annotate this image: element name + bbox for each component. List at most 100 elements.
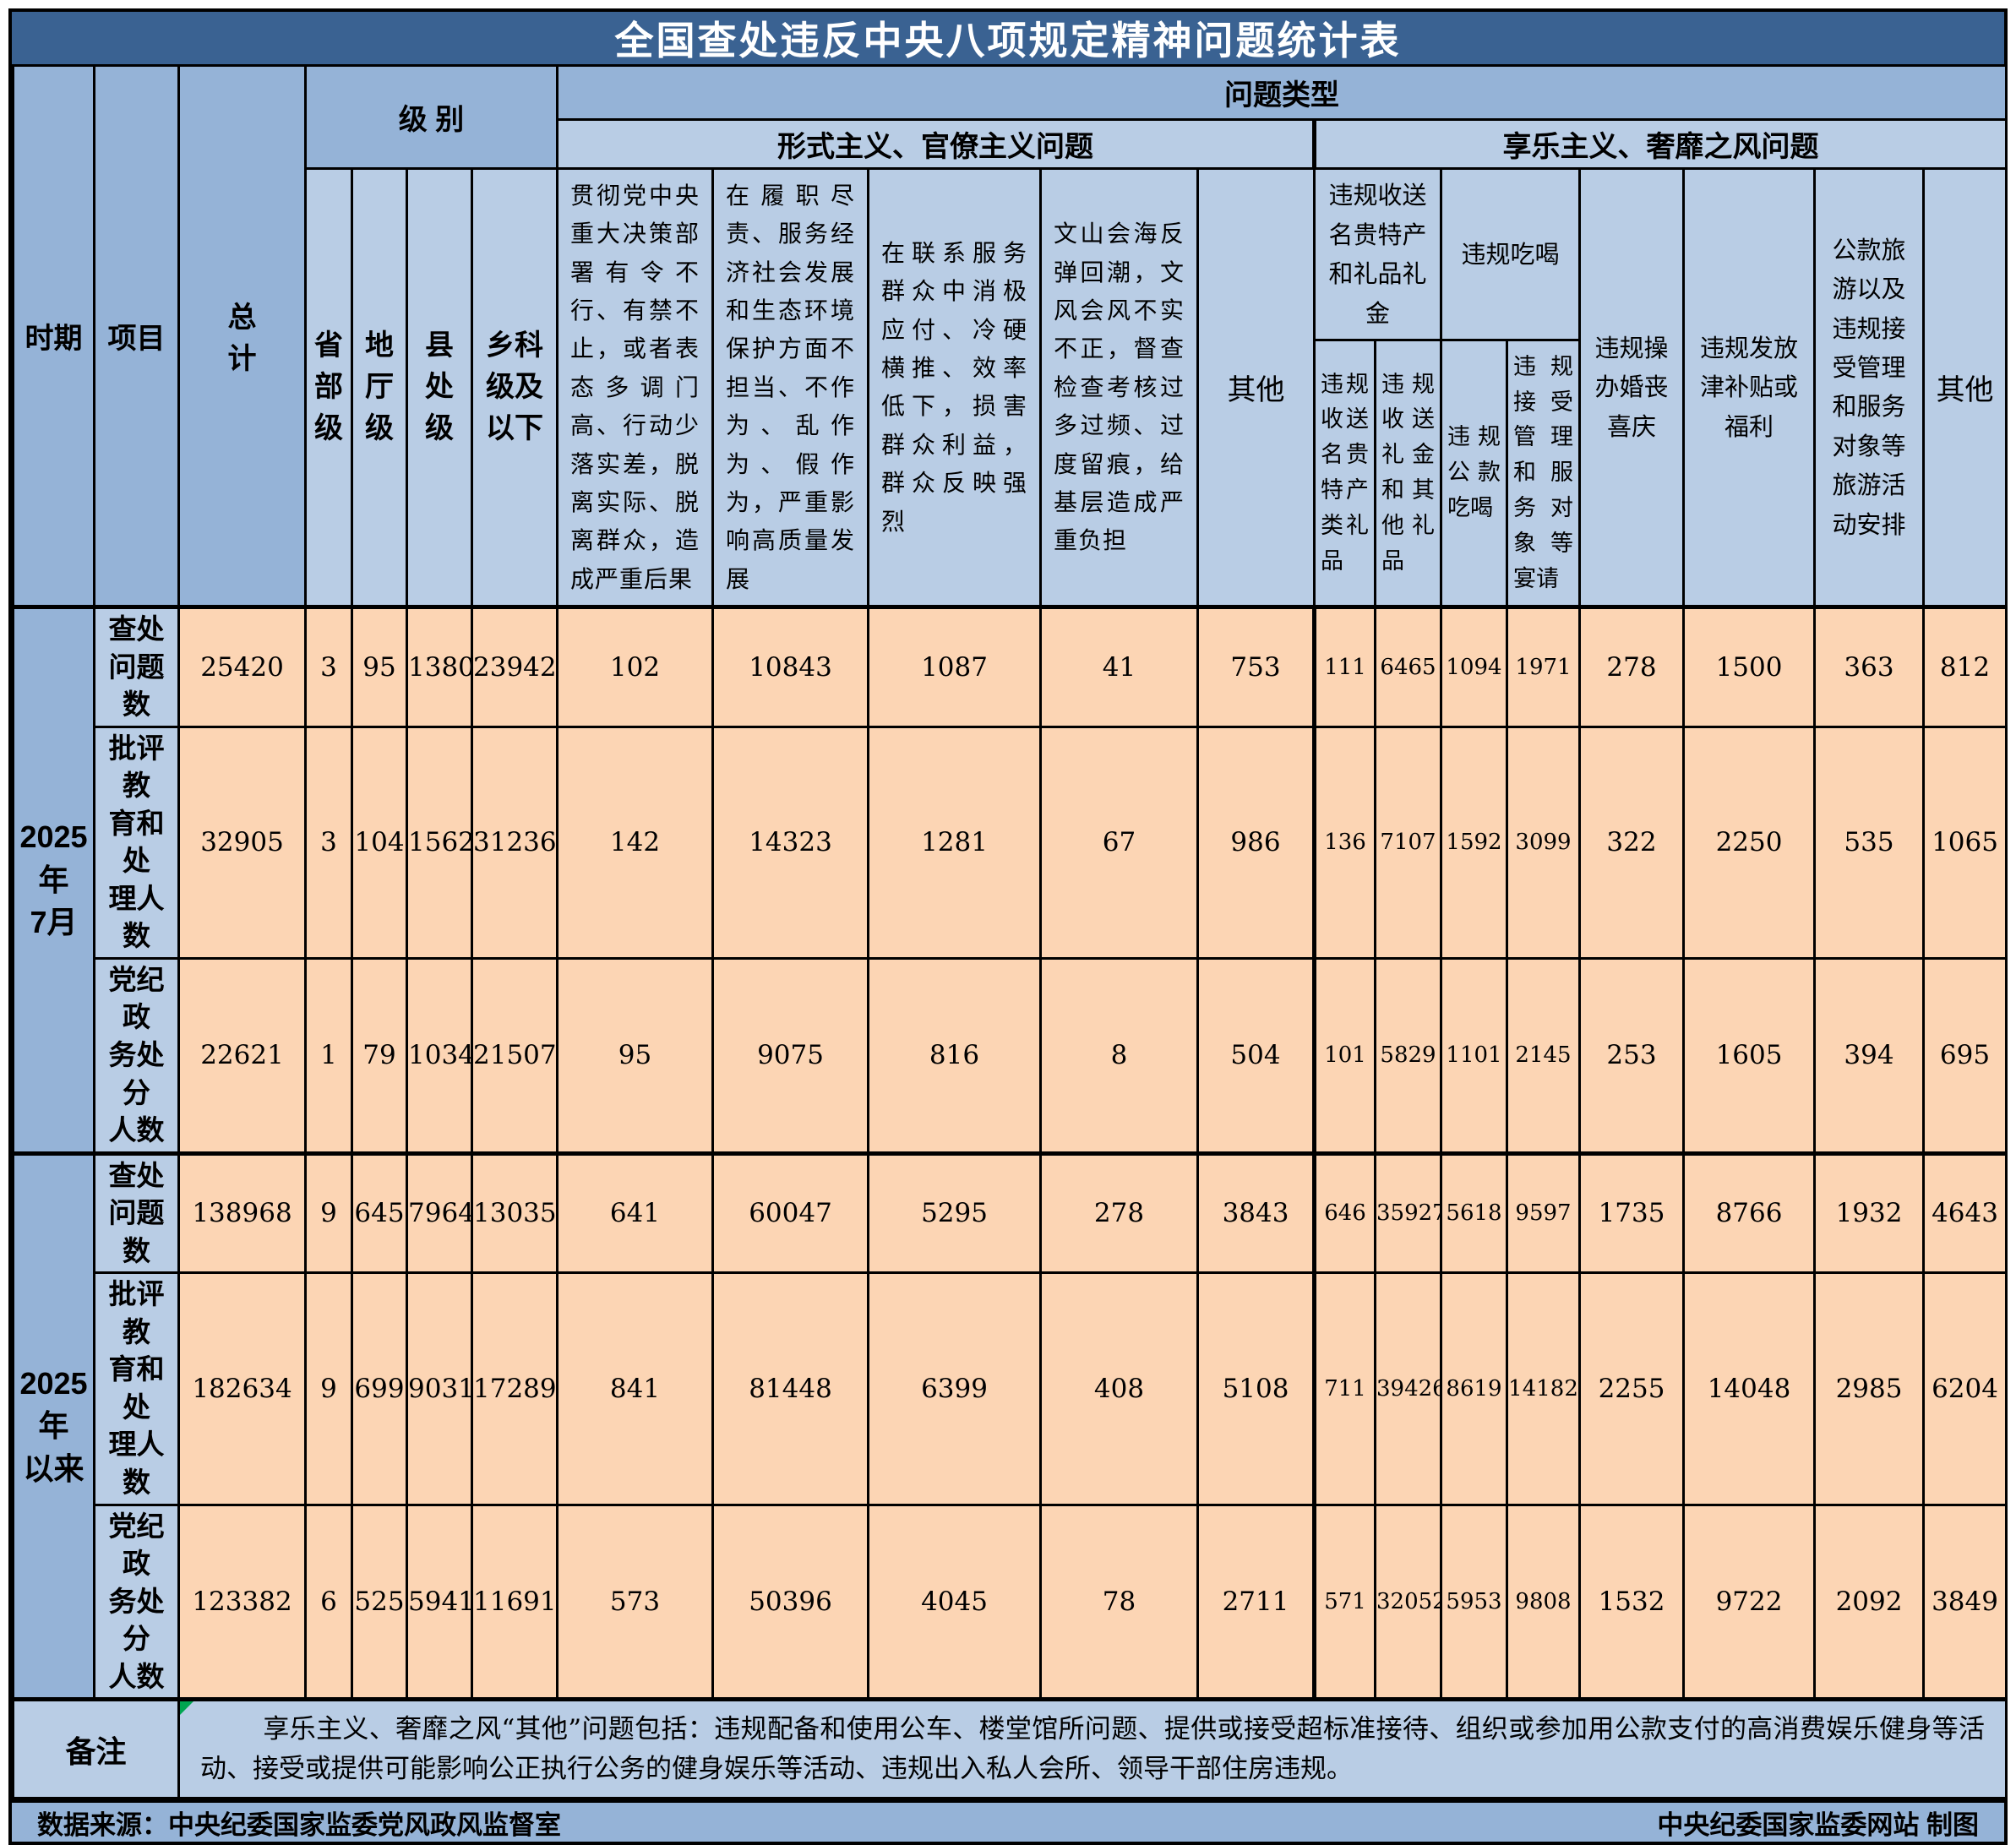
col-group-level: 级 别	[303, 64, 559, 170]
data-cell: 711	[1312, 1271, 1377, 1506]
data-cell: 1101	[1440, 956, 1509, 1155]
data-cell: 1380	[406, 604, 473, 728]
data-cell: 101	[1312, 956, 1377, 1155]
data-cell: 3849	[1922, 1503, 2008, 1701]
data-cell: 39426	[1374, 1271, 1443, 1506]
data-cell: 32052	[1374, 1503, 1443, 1701]
data-cell: 9597	[1506, 1151, 1582, 1275]
data-cell: 573	[556, 1503, 715, 1701]
data-cell: 7964	[406, 1151, 473, 1275]
data-cell: 5941	[406, 1503, 473, 1701]
data-cell: 5829	[1374, 956, 1443, 1155]
col-header-total: 总 计	[177, 64, 307, 608]
data-cell: 2145	[1506, 956, 1582, 1155]
data-cell: 9808	[1506, 1503, 1582, 1701]
data-cell: 571	[1312, 1503, 1377, 1701]
data-cell: 95	[351, 604, 408, 728]
data-cell: 1932	[1813, 1151, 1926, 1275]
col-header-weddings-funerals: 违规操办婚丧喜庆	[1578, 167, 1686, 608]
data-cell: 1532	[1578, 1503, 1686, 1701]
col-header-policy-implementation: 贯彻党中央重大决策部署有令不行、有禁不止，或者表态多调门高、行动少落实差，脱离实…	[556, 167, 715, 608]
statistics-table: 时期 项目 总 计 级 别 问题类型 形式主义、官僚主义问题 享乐主义、奢靡之风…	[12, 64, 2008, 1800]
data-cell: 1065	[1922, 725, 2008, 960]
data-cell: 394	[1813, 956, 1926, 1155]
col-header-public-funded-travel: 公款旅游以及违规接受管理和服务对象等旅游活动安排	[1813, 167, 1926, 608]
data-cell: 9	[304, 1271, 353, 1506]
data-cell: 130350	[470, 1151, 559, 1275]
data-cell: 1971	[1506, 604, 1582, 728]
data-cell: 986	[1196, 725, 1316, 960]
footer-bar: 数据来源：中央纪委国家监委党风政风监督室 中央纪委国家监委网站 制图	[12, 1799, 2004, 1842]
data-cell: 1605	[1682, 956, 1817, 1155]
data-cell: 6204	[1922, 1271, 2008, 1506]
period-label: 2025年 以来	[12, 1151, 95, 1701]
data-cell: 6	[304, 1503, 353, 1701]
table-sheet: 全国查处违反中央八项规定精神问题统计表 时期 项目 总 计 级 别 问题类型 形…	[8, 8, 2008, 1845]
col-header-public-funds-dining: 违规公款吃喝	[1440, 339, 1509, 608]
col-header-allowances-benefits: 违规发放津补贴或福利	[1682, 167, 1817, 608]
data-cell: 22621	[177, 956, 307, 1155]
data-cell: 14182	[1506, 1271, 1582, 1506]
col-header-period: 时期	[12, 64, 95, 608]
data-cell: 695	[1922, 956, 2008, 1155]
col-header-specialty-gifts: 违规收送名贵特产类礼品	[1313, 339, 1377, 608]
data-cell: 641	[556, 1151, 715, 1275]
col-header-province-level: 省部级	[304, 167, 353, 608]
data-cell: 23942	[470, 604, 559, 728]
data-cell: 32905	[177, 725, 307, 960]
data-cell: 9031	[406, 1271, 473, 1506]
data-cell: 3099	[1506, 725, 1582, 960]
data-cell: 2250	[1682, 725, 1817, 960]
data-cell: 1562	[406, 725, 473, 960]
data-cell: 25420	[177, 604, 307, 728]
data-cell: 753	[1196, 604, 1316, 728]
data-cell: 14048	[1682, 1271, 1817, 1506]
data-cell: 699	[351, 1271, 408, 1506]
data-cell: 1	[304, 956, 353, 1155]
col-header-duty-performance: 在履职尽责、服务经济社会发展和生态环境保护方面不担当、不作为、乱作为、假作为，严…	[711, 167, 870, 608]
data-cell: 2711	[1196, 1503, 1316, 1701]
statistics-sheet: { "title": "全国查处违反中央八项规定精神问题统计表", "color…	[0, 8, 2016, 1845]
data-cell: 504	[1196, 956, 1316, 1155]
row-label: 查处 问题数	[93, 604, 180, 728]
data-cell: 535	[1813, 725, 1926, 960]
data-cell: 3843	[1196, 1151, 1316, 1275]
col-group-gifts: 违规收送名贵特产和礼品礼金	[1313, 166, 1443, 342]
row-label: 党纪政 务处分 人数	[93, 1503, 180, 1701]
data-cell: 138968	[177, 1151, 307, 1275]
data-cell: 7107	[1374, 725, 1443, 960]
data-cell: 50396	[711, 1503, 870, 1701]
data-cell: 816	[867, 956, 1043, 1155]
data-cell: 104	[351, 725, 408, 960]
data-cell: 5953	[1440, 1503, 1509, 1701]
row-label: 批评教 育和处 理人数	[93, 725, 180, 960]
col-header-township-level: 乡科级及以下	[470, 167, 559, 608]
data-cell: 322	[1578, 725, 1686, 960]
data-cell: 123382	[177, 1503, 307, 1701]
data-cell: 79	[351, 956, 408, 1155]
data-cell: 5108	[1196, 1271, 1316, 1506]
col-group-formalism: 形式主义、官僚主义问题	[556, 118, 1316, 170]
data-cell: 363	[1813, 604, 1926, 728]
col-header-cash-gifts: 违规收送礼金和其他礼品	[1374, 339, 1443, 608]
data-cell: 6399	[867, 1271, 1043, 1506]
data-cell: 67	[1039, 725, 1200, 960]
data-cell: 5618	[1440, 1151, 1509, 1275]
data-cell: 21507	[470, 956, 559, 1155]
col-group-dining: 违规吃喝	[1440, 166, 1582, 342]
col-header-serving-masses: 在联系服务群众中消极应付、冷硬横推、效率低下，损害群众利益，群众反映强烈	[867, 167, 1043, 608]
data-cell: 9722	[1682, 1503, 1817, 1701]
data-cell: 1281	[867, 725, 1043, 960]
col-group-problem-type: 问题类型	[556, 64, 2008, 121]
data-cell: 14323	[711, 725, 870, 960]
period-label: 2025年 7月	[12, 604, 95, 1155]
data-cell: 172895	[470, 1271, 559, 1506]
data-cell: 253	[1578, 956, 1686, 1155]
col-header-prefecture-level: 地厅级	[351, 167, 408, 608]
row-label: 批评教 育和处 理人数	[93, 1271, 180, 1506]
data-cell: 1735	[1578, 1151, 1686, 1275]
data-cell: 841	[556, 1271, 715, 1506]
data-cell: 3	[304, 604, 353, 728]
data-cell: 2255	[1578, 1271, 1686, 1506]
data-cell: 5295	[867, 1151, 1043, 1275]
